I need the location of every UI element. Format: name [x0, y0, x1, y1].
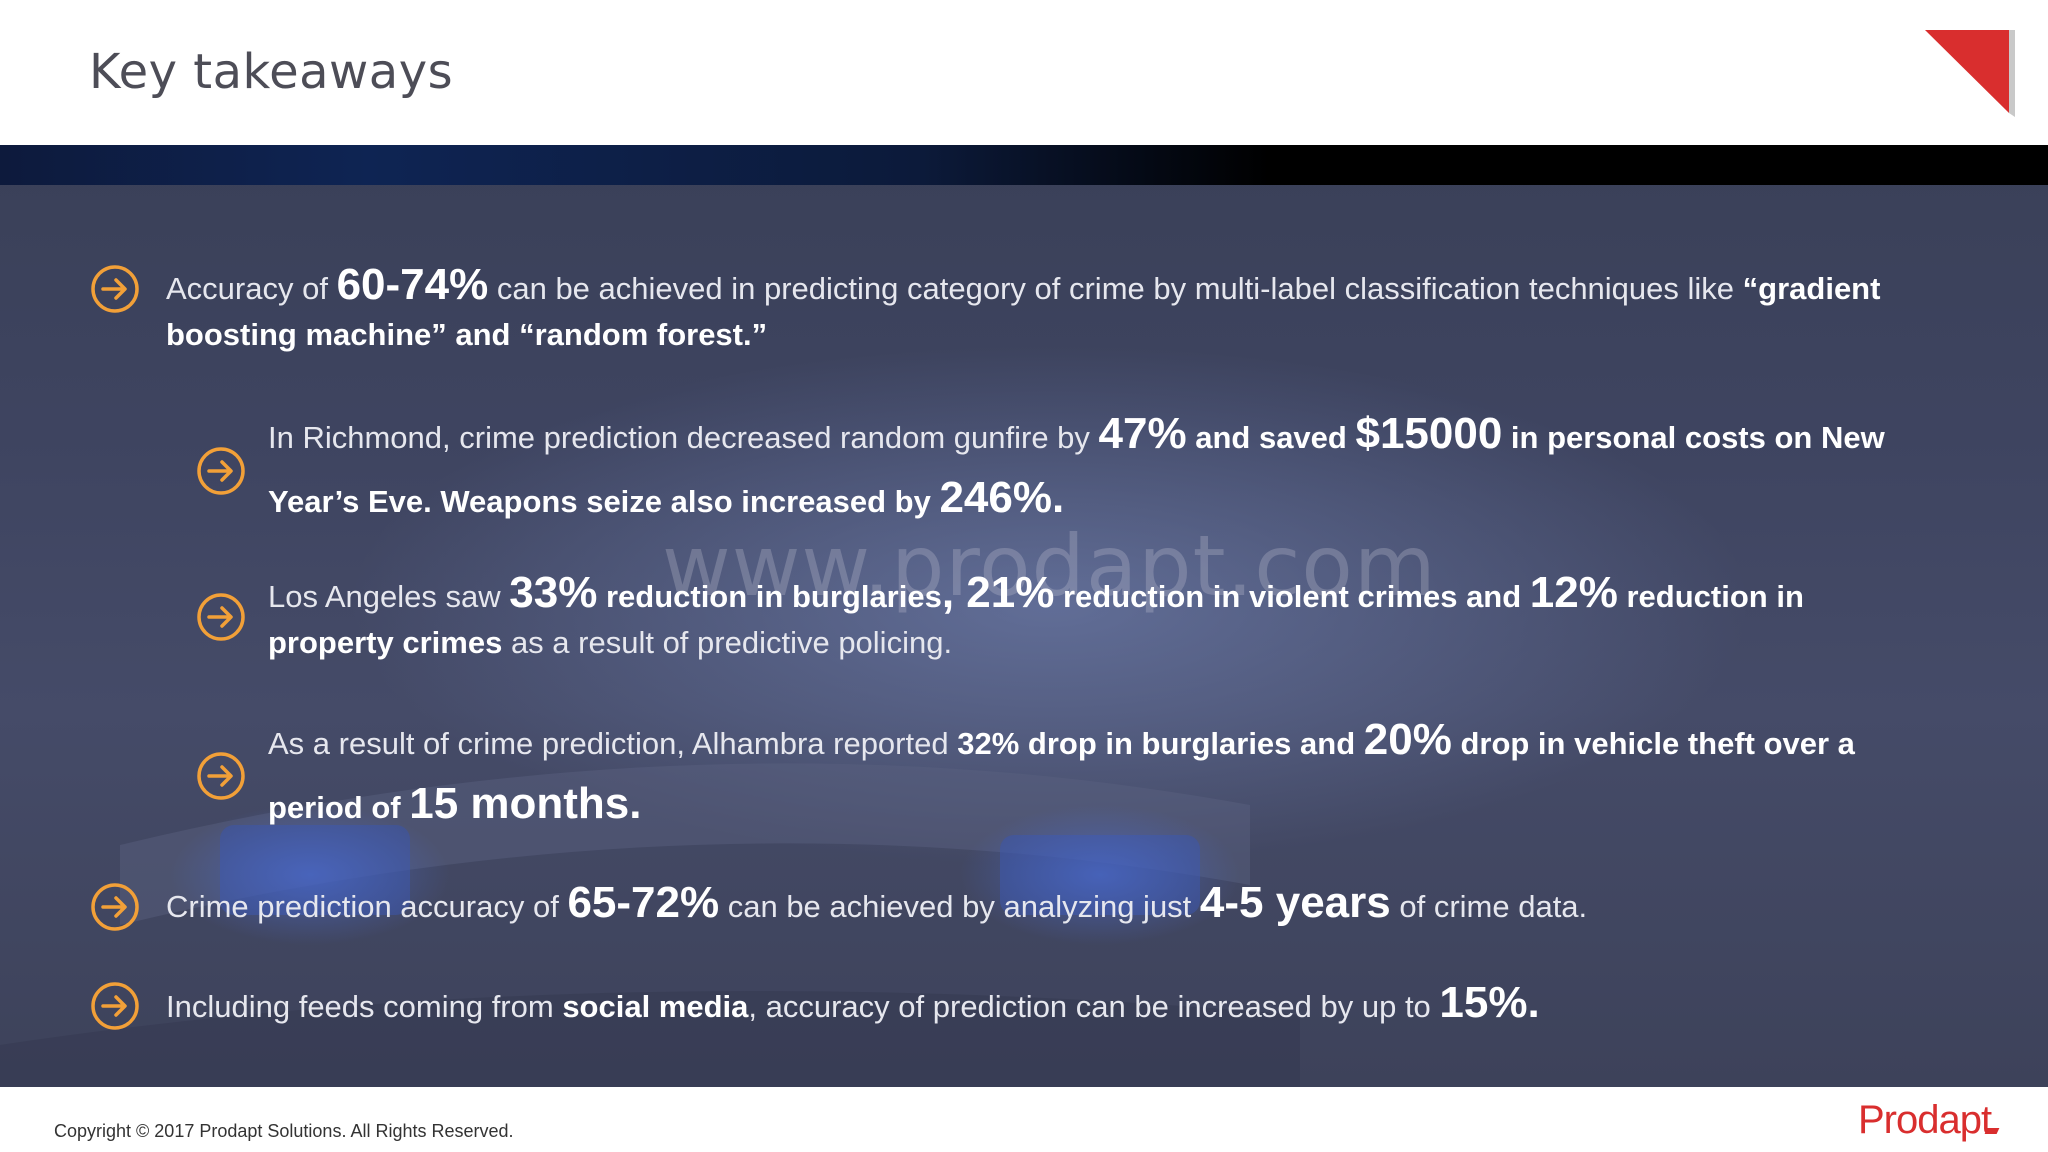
slide-header: Key takeaways: [0, 0, 2048, 145]
copyright-text: Copyright © 2017 Prodapt Solutions. All …: [54, 1121, 514, 1141]
arrow-circle-icon: [91, 982, 139, 1030]
list-item: Los Angeles saw 33% reduction in burglar…: [268, 568, 1804, 661]
list-item: Including feeds coming from social media…: [166, 978, 1540, 1027]
arrow-circle-icon: [91, 883, 139, 931]
list-item: Accuracy of 60-74% can be achieved in pr…: [166, 260, 1881, 353]
list-item: Crime prediction accuracy of 65-72% can …: [166, 878, 1588, 927]
takeaways-list: Accuracy of 60-74% can be achieved in pr…: [91, 260, 1885, 1030]
top-band: [0, 145, 2048, 185]
arrow-circle-icon: [91, 265, 139, 313]
police-car-light-bar-image: [0, 345, 1750, 1087]
slide-title: Key takeaways: [89, 44, 454, 100]
prodapt-logo: Prodapt: [1858, 1098, 1992, 1142]
watermark: www.prodapt.com: [662, 517, 1437, 615]
list-item: In Richmond, crime prediction decreased …: [268, 409, 1885, 522]
arrow-circle-icon: [197, 752, 245, 800]
list-item: As a result of crime prediction, Alhambr…: [268, 715, 1855, 828]
background-image: www.prodapt.com: [0, 145, 2048, 1087]
arrow-circle-icon: [197, 593, 245, 641]
slide-footer: [0, 1087, 2048, 1152]
arrow-circle-icon: [197, 447, 245, 495]
